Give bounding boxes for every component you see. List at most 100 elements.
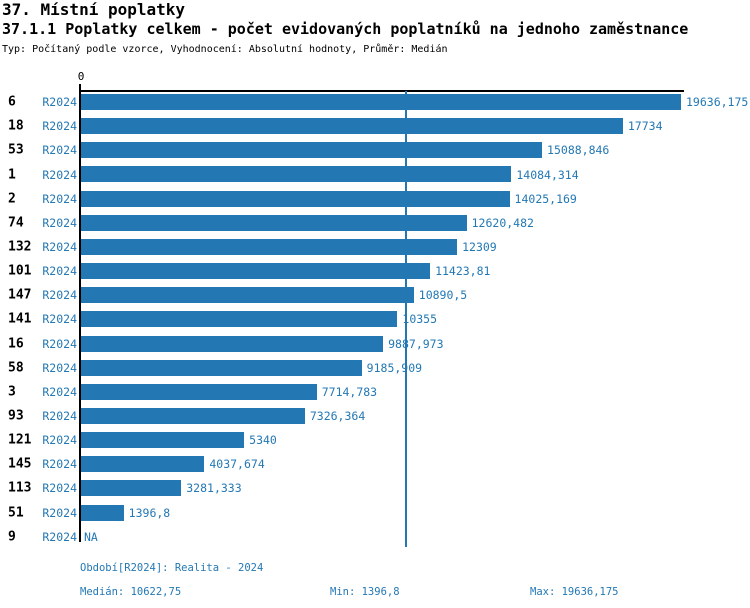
series-label: R2024 — [42, 264, 77, 279]
chart-row: 9 R2024 NA — [0, 525, 750, 549]
value-label: 1396,8 — [128, 505, 171, 520]
category-label: 2 — [8, 191, 16, 207]
bar — [81, 142, 543, 159]
bar — [81, 359, 362, 376]
x-axis-tick-label-zero: 0 — [77, 70, 85, 83]
series-label: R2024 — [42, 409, 77, 424]
chart-row: 58 R2024 9185,909 — [0, 356, 750, 380]
category-label: 16 — [8, 336, 24, 352]
chart-row: 6 R2024 19636,175 — [0, 90, 750, 114]
category-label: 6 — [8, 94, 16, 110]
chart-row: 18 R2024 17734 — [0, 114, 750, 138]
series-label: R2024 — [42, 167, 77, 182]
bar — [81, 311, 398, 328]
series-label: R2024 — [42, 481, 77, 496]
chart-row: 113 R2024 3281,333 — [0, 476, 750, 500]
value-label: 10890,5 — [418, 288, 468, 303]
series-label: R2024 — [42, 143, 77, 158]
bar — [81, 432, 245, 449]
bar — [81, 166, 512, 183]
category-label: 121 — [8, 432, 32, 448]
chart-row: 145 R2024 4037,674 — [0, 452, 750, 476]
chart-rows: 6 R2024 19636,175 18 R2024 17734 53 R2024 15088,… — [0, 90, 750, 550]
value-label: 4037,674 — [209, 457, 265, 472]
category-label: 93 — [8, 408, 24, 424]
chart-row: 147 R2024 10890,5 — [0, 283, 750, 307]
bar — [81, 238, 458, 255]
value-label: 7326,364 — [309, 409, 366, 424]
value-label: 12620,482 — [471, 215, 534, 230]
value-label: 19636,175 — [686, 95, 749, 110]
category-label: 74 — [8, 215, 24, 231]
value-label: 9185,909 — [366, 360, 423, 375]
bar — [81, 383, 317, 400]
series-label: R2024 — [42, 312, 77, 327]
series-label: R2024 — [42, 433, 77, 448]
series-label: R2024 — [42, 95, 77, 110]
value-label: 12309 — [462, 239, 497, 254]
value-label: 17734 — [627, 119, 663, 134]
bar — [81, 335, 384, 352]
category-label: 3 — [8, 384, 16, 400]
bar — [81, 504, 124, 521]
value-label: 5340 — [249, 433, 277, 448]
chart-row: 101 R2024 11423,81 — [0, 259, 750, 283]
x-axis-line — [80, 90, 684, 92]
footer-period: Období[R2024]: Realita - 2024 — [80, 562, 264, 574]
y-axis-line — [79, 84, 81, 542]
chart-row: 141 R2024 10355 — [0, 307, 750, 331]
bar — [81, 214, 467, 231]
series-label: R2024 — [42, 191, 77, 206]
category-label: 58 — [8, 360, 24, 376]
series-label: R2024 — [42, 215, 77, 230]
bar — [81, 480, 182, 497]
series-label: R2024 — [42, 360, 77, 375]
category-label: 132 — [8, 239, 32, 255]
category-label: 101 — [8, 263, 32, 279]
footer-max: Max: 19636,175 — [530, 586, 619, 598]
median-reference-line — [404, 91, 407, 547]
bar — [81, 263, 431, 280]
series-label: R2024 — [42, 457, 77, 472]
value-label: 10355 — [402, 312, 438, 327]
bar — [81, 94, 681, 110]
value-label: 3281,333 — [186, 481, 242, 496]
series-label: R2024 — [42, 529, 77, 544]
value-label: 14084,314 — [516, 167, 579, 182]
chart-row: 53 R2024 15088,846 — [0, 138, 750, 162]
category-label: 18 — [8, 118, 24, 134]
value-label: 9887,973 — [388, 336, 444, 351]
category-label: 1 — [8, 167, 16, 183]
bar — [81, 287, 414, 304]
category-label: 9 — [8, 529, 16, 545]
category-label: 53 — [8, 142, 24, 158]
footer-min: Min: 1396,8 — [330, 586, 400, 598]
chart-row: 121 R2024 5340 — [0, 428, 750, 452]
series-label: R2024 — [42, 239, 77, 254]
series-label: R2024 — [42, 384, 77, 399]
page-title: 37. Místní poplatky — [2, 0, 186, 19]
series-label: R2024 — [42, 505, 77, 520]
category-label: 147 — [8, 287, 32, 303]
chart-row: 132 R2024 12309 — [0, 235, 750, 259]
bar — [81, 407, 305, 424]
bar — [81, 456, 205, 473]
chart-title: 37.1.1 Poplatky celkem - počet evidovaný… — [2, 20, 689, 38]
footer-median: Medián: 10622,75 — [80, 586, 182, 598]
category-label: 113 — [8, 480, 32, 496]
chart-row: 3 R2024 7714,783 — [0, 380, 750, 404]
category-label: 141 — [8, 311, 32, 327]
series-label: R2024 — [42, 288, 77, 303]
bar — [81, 118, 623, 135]
chart-meta-line: Typ: Počítaný podle vzorce, Vyhodnocení:… — [2, 44, 448, 55]
series-label: R2024 — [42, 119, 77, 134]
chart-row: 51 R2024 1396,8 — [0, 501, 750, 525]
category-label: 145 — [8, 456, 32, 472]
chart-row: 74 R2024 12620,482 — [0, 211, 750, 235]
bar — [81, 190, 510, 207]
chart-row: 2 R2024 14025,169 — [0, 187, 750, 211]
value-label: 14025,169 — [514, 191, 577, 206]
value-label: 15088,846 — [547, 143, 610, 158]
chart-row: 16 R2024 9887,973 — [0, 332, 750, 356]
value-label: NA — [84, 529, 98, 544]
